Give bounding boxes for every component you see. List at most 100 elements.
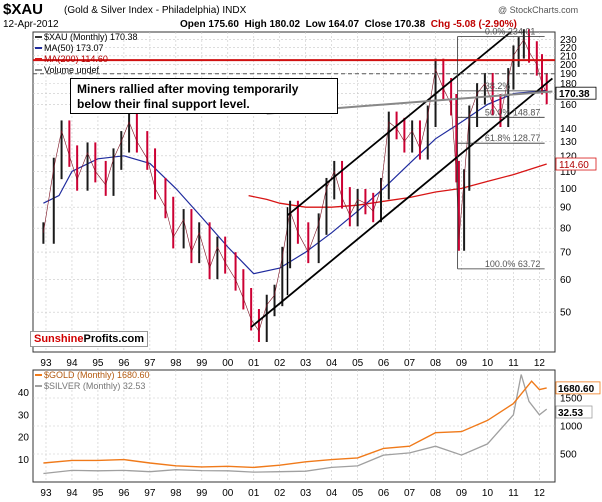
metals-x-tick-label: 02 bbox=[274, 488, 286, 499]
last-price-box bbox=[555, 86, 597, 100]
metals-x-tick-label: 03 bbox=[300, 488, 312, 499]
metals-x-tick-label: 07 bbox=[404, 488, 416, 499]
price-x-tick-label: 00 bbox=[222, 358, 234, 369]
price-x-tick-label: 10 bbox=[482, 358, 494, 369]
price-x-tick-label: 02 bbox=[274, 358, 286, 369]
price-y-tick-label: 50 bbox=[560, 308, 572, 319]
channel-lower-line bbox=[250, 77, 553, 328]
ohlc-readout: Open 175.60 High 180.02 Low 164.07 Close… bbox=[180, 19, 517, 30]
ohlc-open: Open 175.60 bbox=[180, 19, 239, 30]
price-x-tick-label: 93 bbox=[40, 358, 52, 369]
ohlc-change: Chg -5.08 (-2.90%) bbox=[430, 19, 517, 30]
metals-x-tick-label: 99 bbox=[196, 488, 208, 499]
chart-symbol: $XAU bbox=[3, 1, 44, 18]
price-x-tick-label: 98 bbox=[170, 358, 182, 369]
price-x-tick-label: 06 bbox=[378, 358, 390, 369]
price-y-tick-label: 210 bbox=[560, 51, 577, 62]
price-x-tick-label: 05 bbox=[352, 358, 364, 369]
price-y-tick-label: 160 bbox=[560, 100, 577, 111]
price-x-tick-label: 03 bbox=[300, 358, 312, 369]
price-y-tick-label: 220 bbox=[560, 43, 577, 54]
price-y-tick-label: 230 bbox=[560, 35, 577, 46]
silver-value-label: 32.53 bbox=[558, 408, 583, 419]
channel-upper-line bbox=[286, 31, 512, 216]
ohlc-high: High 180.02 bbox=[244, 19, 301, 30]
fib-level-label: 100.0% 63.72 bbox=[485, 259, 541, 269]
sunshine-profits-logo: SunshineProfits.com bbox=[30, 331, 149, 347]
price-x-tick-label: 94 bbox=[66, 358, 78, 369]
price-x-tick-label: 11 bbox=[508, 358, 519, 369]
price-y-tick-label: 180 bbox=[560, 79, 577, 90]
price-y-tick-label: 200 bbox=[560, 60, 577, 71]
price-y-tick-label: 130 bbox=[560, 137, 577, 148]
ohlc-low: Low 164.07 bbox=[305, 19, 359, 30]
logo-part-1: Sunshine bbox=[34, 333, 84, 345]
metals-left-tick-label: 10 bbox=[18, 455, 30, 466]
price-y-tick-label: 140 bbox=[560, 124, 577, 135]
legend-label-ma200: MA(200) 114.60 bbox=[44, 54, 108, 64]
metals-x-tick-label: 08 bbox=[430, 488, 442, 499]
metals-left-tick-label: 40 bbox=[18, 388, 30, 399]
gold-value-box bbox=[555, 381, 601, 395]
metals-x-tick-label: 05 bbox=[352, 488, 364, 499]
ohlc-close: Close 170.38 bbox=[364, 19, 426, 30]
chart-date: 12-Apr-2012 bbox=[3, 19, 59, 30]
metals-x-tick-label: 97 bbox=[144, 488, 156, 499]
metals-x-tick-label: 95 bbox=[92, 488, 104, 499]
price-close-line bbox=[43, 38, 547, 332]
price-x-tick-label: 95 bbox=[92, 358, 104, 369]
metals-right-tick-label: 1500 bbox=[560, 394, 583, 405]
price-y-tick-label: 110 bbox=[560, 167, 576, 178]
legend-label-gold: $GOLD (Monthly) 1680.60 bbox=[44, 370, 150, 380]
price-x-tick-label: 96 bbox=[118, 358, 130, 369]
price-x-tick-label: 97 bbox=[144, 358, 156, 369]
stockcharts-brand: @ StockCharts.com bbox=[498, 5, 579, 15]
metals-x-tick-label: 94 bbox=[66, 488, 78, 499]
metals-right-tick-label: 500 bbox=[560, 450, 577, 461]
price-y-tick-label: 60 bbox=[560, 275, 572, 286]
price-y-tick-label: 70 bbox=[560, 248, 572, 259]
metals-left-tick-label: 20 bbox=[18, 433, 30, 444]
gold-line bbox=[43, 380, 547, 469]
silver-value-box bbox=[555, 405, 593, 419]
metals-x-tick-label: 98 bbox=[170, 488, 182, 499]
metals-x-tick-label: 96 bbox=[118, 488, 130, 499]
fib-level-label: 50.0% 148.87 bbox=[485, 107, 541, 117]
metals-x-tick-label: 93 bbox=[40, 488, 52, 499]
price-x-tick-label: 08 bbox=[430, 358, 442, 369]
metals-x-tick-label: 09 bbox=[456, 488, 468, 499]
chart-description: (Gold & Silver Index - Philadelphia) IND… bbox=[64, 5, 247, 16]
price-x-tick-label: 09 bbox=[456, 358, 468, 369]
price-x-tick-label: 01 bbox=[248, 358, 260, 369]
metals-x-tick-label: 06 bbox=[378, 488, 390, 499]
legend-label-silver: $SILVER (Monthly) 32.53 bbox=[44, 381, 145, 391]
legend-label-ma50: MA(50) 173.07 bbox=[44, 43, 104, 53]
metals-left-tick-label: 30 bbox=[18, 410, 30, 421]
price-y-tick-label: 120 bbox=[560, 151, 577, 162]
fib-level-label: 38.2% bbox=[485, 81, 511, 91]
metals-x-tick-label: 10 bbox=[482, 488, 494, 499]
gold-value-label: 1680.60 bbox=[558, 384, 595, 395]
fib-level-label: 0.0% 234.01 bbox=[485, 27, 536, 37]
price-y-tick-label: 190 bbox=[560, 69, 577, 80]
legend-label-price: $XAU (Monthly) 170.38 bbox=[44, 32, 138, 42]
annotation-line-1: Miners rallied after moving temporarily bbox=[77, 82, 299, 96]
price-x-tick-label: 12 bbox=[534, 358, 546, 369]
price-y-tick-label: 100 bbox=[560, 184, 577, 195]
fib-level-label: 61.8% 128.77 bbox=[485, 133, 541, 143]
chart-annotation: Miners rallied after moving temporarily … bbox=[70, 78, 338, 114]
ma200-value-label: 114.60 bbox=[559, 160, 589, 171]
ma200-line bbox=[248, 163, 547, 208]
price-x-tick-label: 04 bbox=[326, 358, 338, 369]
price-x-tick-label: 07 bbox=[404, 358, 416, 369]
price-y-tick-label: 90 bbox=[560, 203, 572, 214]
metals-x-tick-label: 04 bbox=[326, 488, 338, 499]
metals-x-tick-label: 00 bbox=[222, 488, 234, 499]
price-x-tick-label: 99 bbox=[196, 358, 208, 369]
metals-right-tick-label: 1000 bbox=[560, 422, 583, 433]
logo-part-2: Profits.com bbox=[83, 333, 145, 345]
metals-x-tick-label: 11 bbox=[508, 488, 519, 499]
ma200-value-box bbox=[555, 157, 597, 171]
